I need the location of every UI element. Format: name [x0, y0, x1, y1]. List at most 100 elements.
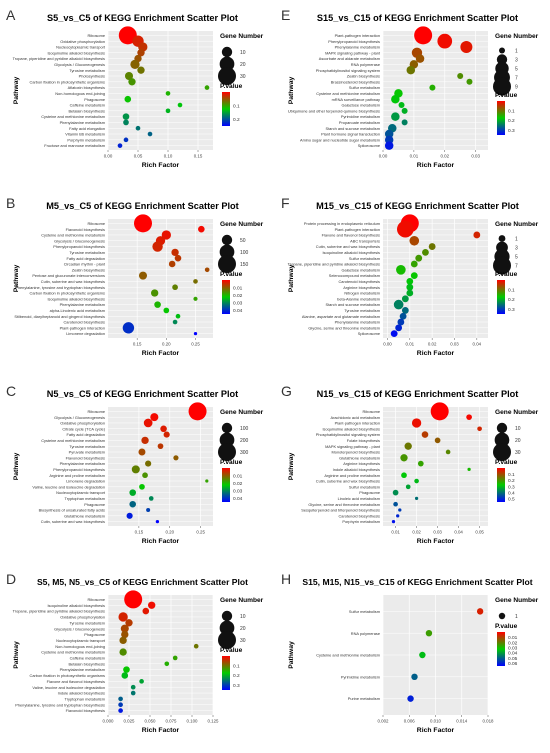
data-point	[404, 442, 412, 450]
pathway-label: Arginine biosynthesis	[343, 461, 380, 466]
pathway-label: Circadian rhythm - plant	[64, 262, 106, 267]
pathway-label: Brassinosteroid biosynthesis	[331, 79, 380, 84]
data-point	[138, 271, 148, 280]
x-tick-label: 0.04	[454, 530, 463, 535]
pathway-label: Indole alkaloid biosynthesis	[58, 691, 105, 696]
pathway-label: Limonene degradation	[66, 331, 105, 336]
size-legend-label: 20	[515, 438, 521, 444]
data-point	[401, 295, 409, 303]
pathway-label: Plant-pathogen interaction	[60, 325, 105, 330]
size-legend-circle	[498, 235, 506, 242]
data-point	[142, 607, 150, 615]
y-axis-label: Pathway	[288, 76, 295, 104]
size-legend-title: Gene Number	[220, 597, 264, 604]
data-point	[118, 612, 128, 622]
data-point	[390, 330, 398, 338]
pathway-label: Flavone and flavonol biosynthesis	[47, 679, 105, 684]
pathway-label: Tyrosine metabolism	[69, 68, 105, 73]
data-point	[466, 78, 473, 85]
data-point	[473, 231, 481, 239]
pathway-label: Cysteine and methionine metabolism	[41, 114, 105, 119]
panel-letter: H	[281, 571, 291, 587]
pathway-label: Tyrosine metabolism	[69, 620, 105, 625]
data-point	[391, 520, 396, 524]
pathway-label: Plant-pathogen interaction	[335, 33, 380, 38]
x-tick-label: 0.03	[450, 342, 459, 347]
pathway-label: Phenylalanine metabolism	[335, 320, 380, 325]
pathway-label: Tyrosine metabolism	[344, 308, 380, 313]
data-point	[171, 248, 179, 257]
data-point	[163, 431, 170, 438]
y-axis-label: Pathway	[13, 76, 20, 104]
data-point	[415, 254, 423, 262]
pathway-label: Phagosome	[84, 97, 105, 102]
data-point	[445, 449, 451, 455]
pathway-label: Ascorbate and aldarate metabolism	[319, 56, 380, 61]
data-point	[123, 119, 129, 126]
pvalue-legend-title: P.value	[495, 271, 518, 278]
pathway-label: Phenylalanine, tyrosine and tryptophan b…	[15, 285, 105, 290]
pvalue-colorbar	[497, 468, 505, 502]
pathway-label: Starch and sucrose metabolism	[326, 302, 381, 307]
x-tick-label: 0.010	[430, 719, 442, 724]
panel-c: C N5_vs_C5 of KEGG Enrichment Scatter Plo…	[6, 383, 264, 545]
pvalue-legend-title: P.value	[495, 623, 518, 630]
size-legend-title: Gene Number	[495, 409, 539, 416]
pvalue-tick-label: 0.1	[508, 472, 515, 478]
pvalue-legend-title: P.value	[220, 459, 243, 466]
panel-letter: F	[281, 195, 290, 211]
pathway-label: Nucleocytoplasmic transport	[56, 45, 106, 50]
pathway-label: Arginine and proline metabolism	[324, 473, 380, 478]
size-legend-circle	[221, 610, 233, 622]
pathway-label: Pyrimidine metabolism	[341, 114, 380, 119]
data-point	[142, 472, 148, 479]
pathway-label: Propanoate metabolism	[339, 120, 380, 125]
pathway-label: Cysteine and methionine metabolism	[316, 653, 380, 658]
y-axis-label: Pathway	[288, 452, 295, 480]
data-point	[145, 460, 152, 467]
size-legend-circle	[218, 67, 236, 85]
data-point	[467, 467, 471, 472]
data-point	[173, 455, 179, 461]
size-legend-label: 20	[240, 62, 246, 68]
data-point	[198, 225, 205, 233]
data-point	[119, 636, 127, 645]
size-legend-label: 3	[515, 58, 518, 64]
pathway-label: Ribosome	[87, 409, 105, 414]
pathway-label: Plant-pathogen interaction	[335, 421, 380, 426]
pathway-label: Alanine, aspartate and glutamate metabol…	[302, 314, 380, 319]
pathway-label: Carotenoid biosynthesis	[338, 513, 380, 518]
data-point	[155, 520, 160, 524]
x-tick-label: 0.025	[124, 719, 136, 724]
pathway-label: Carotenoid biosynthesis	[63, 320, 105, 325]
size-legend-label: 20	[240, 626, 246, 632]
panel-letter: A	[6, 7, 16, 23]
data-point	[128, 78, 136, 86]
pvalue-tick-label: 0.3	[233, 683, 240, 689]
pvalue-tick-label: 0.01	[233, 473, 243, 479]
panel-letter: D	[6, 571, 16, 587]
data-point	[119, 648, 127, 656]
data-point	[477, 426, 482, 432]
pathway-label: RNA polymerase	[351, 631, 380, 636]
size-legend-circle	[493, 256, 511, 275]
data-point	[406, 65, 416, 75]
data-point	[130, 690, 136, 696]
pathway-label: MAPK signaling pathway - plant	[325, 444, 381, 449]
y-axis-label: Pathway	[13, 452, 20, 480]
pathway-label: Arginine and proline metabolism	[49, 473, 105, 478]
data-point	[124, 95, 132, 103]
pathway-label: Stilbenoid, diarylheptanoid and gingerol…	[14, 314, 105, 319]
data-point	[126, 512, 133, 519]
data-point	[397, 220, 414, 238]
data-point	[193, 332, 198, 336]
x-tick-label: 0.050	[145, 719, 157, 724]
x-tick-label: 0.01	[410, 154, 419, 159]
data-point	[401, 307, 409, 314]
pathway-label: Monoterpenoid biosynthesis	[332, 450, 381, 455]
pathway-label: Ribosome	[362, 409, 380, 414]
pathway-label: Limonene degradation	[66, 479, 105, 484]
pathway-label: Valine, leucine and isoleucine degradati…	[32, 685, 105, 690]
pathway-label: Fatty acid elongation	[69, 126, 105, 131]
x-axis-label: Rich Factor	[142, 162, 180, 169]
